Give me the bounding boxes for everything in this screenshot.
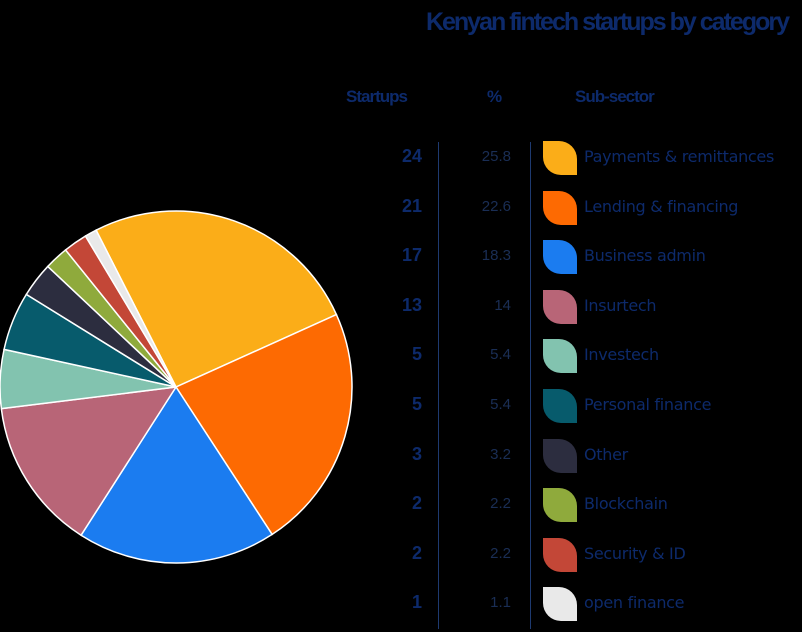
pie-slice bbox=[80, 385, 274, 564]
startup-count: 13 bbox=[401, 294, 422, 315]
percent-value: 25.8 bbox=[481, 148, 511, 165]
startup-count: 5 bbox=[411, 394, 422, 414]
percent-value: 2.2 bbox=[490, 544, 511, 562]
legend-swatch bbox=[543, 289, 577, 324]
sub-sector-label: Personal finance bbox=[584, 395, 712, 414]
percent-value: 3.2 bbox=[490, 445, 511, 463]
startup-count: 24 bbox=[401, 146, 422, 166]
sub-sector-label: Payments & remittances bbox=[584, 147, 775, 166]
percent-value: 5.4 bbox=[490, 396, 511, 413]
legend-swatch bbox=[543, 240, 577, 275]
percent-value: 1.1 bbox=[490, 594, 511, 612]
sub-sector-label: open finance bbox=[584, 593, 685, 613]
percent-value: 22.6 bbox=[481, 197, 511, 215]
legend-swatch bbox=[543, 389, 577, 423]
sub-sector-label: Business admin bbox=[584, 246, 706, 266]
divider-line bbox=[438, 142, 439, 629]
legend-swatch bbox=[543, 488, 577, 523]
startup-count: 2 bbox=[411, 542, 422, 563]
sub-sector-label: Lending & financing bbox=[584, 196, 739, 216]
startup-count: 17 bbox=[401, 245, 422, 266]
startup-count: 2 bbox=[411, 493, 422, 514]
pie-slice bbox=[0, 386, 178, 537]
sub-sector-label: Blockchain bbox=[584, 494, 668, 514]
legend-row: 5 5.4 Personal finance bbox=[0, 389, 802, 434]
startup-count: 3 bbox=[411, 443, 422, 464]
pie-chart bbox=[0, 210, 353, 564]
legend-swatch bbox=[543, 190, 577, 225]
legend-row: 3 3.2 Other bbox=[0, 438, 802, 484]
percent-value: 5.4 bbox=[490, 346, 511, 364]
pie-slice bbox=[84, 229, 177, 388]
legend-swatch bbox=[543, 587, 577, 622]
chart-title: Kenyan fintech startups by category bbox=[425, 8, 790, 36]
legend-swatch bbox=[543, 141, 577, 175]
header-sub-sector: Sub-sector bbox=[575, 87, 655, 106]
legend-row: 13 14 Insurtech bbox=[0, 289, 802, 335]
startup-count: 21 bbox=[401, 195, 422, 216]
header-percent: % bbox=[487, 87, 502, 106]
legend-row: 2 2.2 Blockchain bbox=[0, 488, 802, 533]
legend-row: 1 1.1 open finance bbox=[0, 587, 802, 632]
divider-line bbox=[530, 142, 531, 629]
percent-value: 18.3 bbox=[481, 247, 511, 265]
pie-slice bbox=[95, 210, 338, 388]
startup-count: 1 bbox=[411, 592, 422, 613]
percent-value: 2.2 bbox=[490, 495, 511, 513]
sub-sector-label: Insurtech bbox=[584, 295, 657, 315]
sub-sector-label: Security & ID bbox=[584, 543, 686, 563]
percent-value: 14 bbox=[494, 296, 511, 314]
legend-row: 17 18.3 Business admin bbox=[0, 240, 802, 285]
sub-sector-label: Investech bbox=[584, 345, 659, 365]
pie-slice bbox=[174, 313, 353, 536]
legend-row: 2 2.2 Security & ID bbox=[0, 537, 802, 583]
header-startups: Startups bbox=[346, 87, 408, 106]
legend-swatch bbox=[543, 537, 577, 572]
legend-row: 5 5.4 Investech bbox=[0, 339, 802, 384]
legend-row: 21 22.6 Lending & financing bbox=[0, 190, 802, 236]
legend-row: 24 25.8 Payments & remittances bbox=[0, 141, 802, 186]
legend-swatch bbox=[543, 339, 577, 374]
sub-sector-label: Other bbox=[584, 444, 628, 464]
startup-count: 5 bbox=[411, 344, 422, 365]
legend-swatch bbox=[543, 438, 577, 473]
